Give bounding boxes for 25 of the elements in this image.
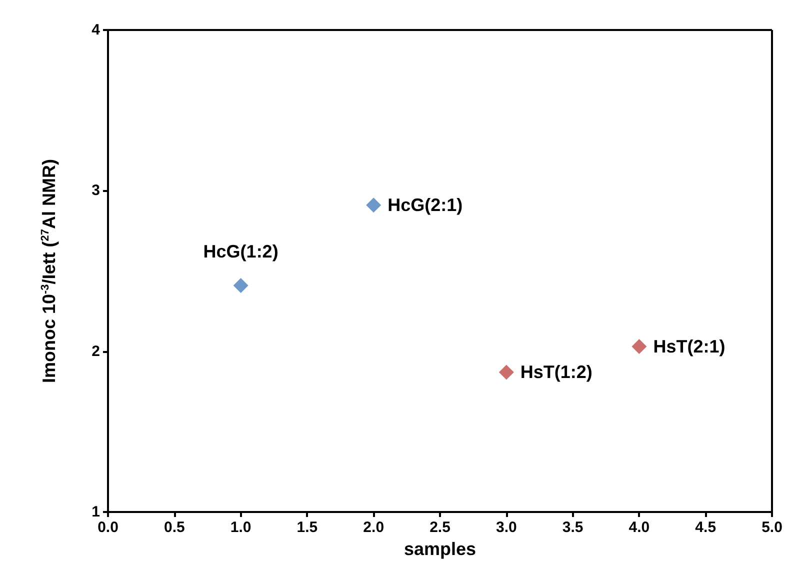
- x-tick-label: 0.5: [164, 519, 185, 536]
- x-tick-label: 1.0: [230, 519, 252, 536]
- y-tick-label: 2: [92, 342, 100, 360]
- x-tick-label: 1.5: [296, 519, 318, 536]
- x-axis-title: samples: [404, 538, 476, 559]
- x-tick-label: 0.0: [98, 519, 118, 536]
- x-tick-label: 4.0: [628, 519, 650, 536]
- y-tick-label: 1: [92, 504, 100, 520]
- y-axis-title: Imonoc 10-3/Iett (27Al NMR): [39, 158, 59, 384]
- y-tick-label: 4: [92, 22, 101, 38]
- x-tick-label: 2.5: [430, 519, 450, 536]
- annotation: HsT(1:2): [520, 362, 592, 382]
- point: [233, 278, 248, 293]
- annotation: HsT(2:1): [653, 336, 726, 357]
- point: [366, 198, 382, 213]
- x-tick-label: 5.0: [762, 519, 782, 536]
- x-tick-label: 3.0: [496, 519, 517, 536]
- point: [632, 339, 647, 354]
- x-tick-label: 4.5: [695, 519, 716, 536]
- x-tick-label: 3.5: [562, 519, 584, 536]
- point: [498, 364, 514, 380]
- annotation: HcG(1:2): [203, 241, 278, 262]
- x-tick-label: 2.0: [363, 519, 384, 536]
- y-tick-label: 3: [92, 182, 100, 200]
- annotation: HcG(2:1): [388, 195, 463, 216]
